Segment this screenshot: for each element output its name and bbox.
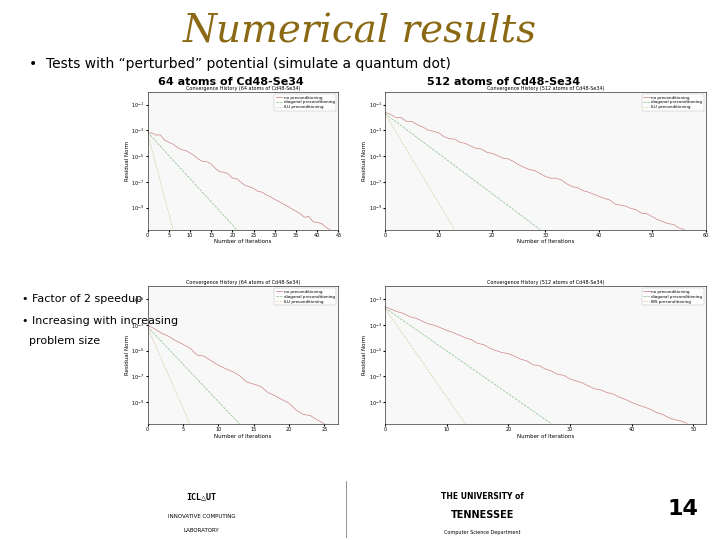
Y-axis label: Residual Norm: Residual Norm bbox=[362, 140, 367, 181]
X-axis label: Number of Iterations: Number of Iterations bbox=[215, 239, 271, 245]
Title: Convergence History (64 atoms of Cd48-Se34): Convergence History (64 atoms of Cd48-Se… bbox=[186, 280, 300, 285]
Text: INNOVATIVE COMPUTING: INNOVATIVE COMPUTING bbox=[168, 514, 235, 519]
Text: Numerical results: Numerical results bbox=[183, 14, 537, 51]
X-axis label: Number of Iterations: Number of Iterations bbox=[517, 434, 574, 439]
Text: TENNESSEE: TENNESSEE bbox=[451, 510, 514, 520]
X-axis label: Number of Iterations: Number of Iterations bbox=[517, 239, 574, 245]
Legend: no preconditioning, diagonal preconditioning, ILU preconditioning: no preconditioning, diagonal preconditio… bbox=[642, 94, 703, 111]
Text: 64 atoms of Cd48-Se34: 64 atoms of Cd48-Se34 bbox=[158, 77, 303, 87]
Text: •  Tests with “perturbed” potential (simulate a quantum dot): • Tests with “perturbed” potential (simu… bbox=[29, 57, 451, 71]
X-axis label: Number of Iterations: Number of Iterations bbox=[215, 434, 271, 439]
Legend: no preconditioning, diagonal preconditioning, IBS preconditioning: no preconditioning, diagonal preconditio… bbox=[642, 288, 703, 305]
Text: • Increasing with increasing: • Increasing with increasing bbox=[22, 316, 178, 326]
Y-axis label: Residual Norm: Residual Norm bbox=[125, 140, 130, 181]
Legend: no preconditioning, diagonal preconditioning, ILU preconditioning: no preconditioning, diagonal preconditio… bbox=[274, 288, 336, 305]
Title: Convergence History (512 atoms of Cd48-Se34): Convergence History (512 atoms of Cd48-S… bbox=[487, 86, 604, 91]
Legend: no preconditioning, diagonal preconditioning, ILU preconditioning: no preconditioning, diagonal preconditio… bbox=[274, 94, 336, 111]
Text: problem size: problem size bbox=[22, 336, 100, 346]
Title: Convergence History (512 atoms of Cd48-Se34): Convergence History (512 atoms of Cd48-S… bbox=[487, 280, 604, 285]
Text: LABORATORY: LABORATORY bbox=[184, 528, 220, 533]
Text: THE UNIVERSITY of: THE UNIVERSITY of bbox=[441, 492, 523, 501]
Y-axis label: Residual Norm: Residual Norm bbox=[125, 335, 130, 375]
Y-axis label: Residual Norm: Residual Norm bbox=[362, 335, 367, 375]
Title: Convergence History (64 atoms of Cd48-Se34): Convergence History (64 atoms of Cd48-Se… bbox=[186, 86, 300, 91]
Text: 14: 14 bbox=[667, 499, 698, 519]
Text: Computer Science Department: Computer Science Department bbox=[444, 530, 521, 535]
Text: 512 atoms of Cd48-Se34: 512 atoms of Cd48-Se34 bbox=[428, 77, 580, 87]
Text: ICL△UT: ICL△UT bbox=[186, 492, 217, 501]
Text: • Factor of 2 speedup: • Factor of 2 speedup bbox=[22, 294, 142, 305]
